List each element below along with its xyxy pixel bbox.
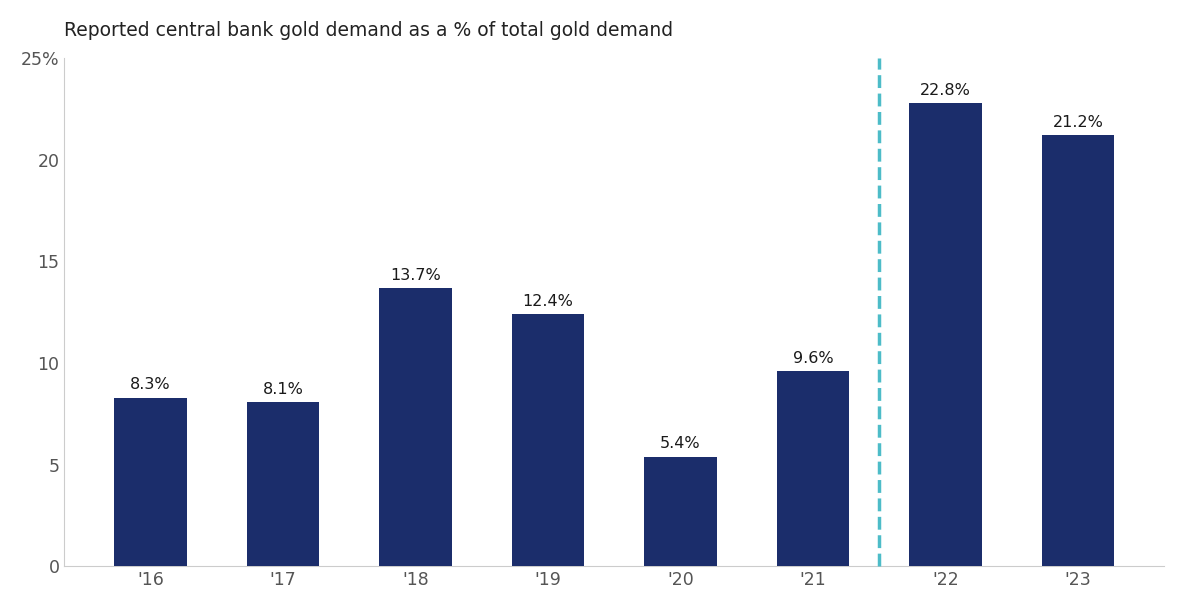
Text: 8.3%: 8.3% (130, 378, 171, 392)
Bar (114, 398, 187, 566)
Bar (909, 102, 982, 566)
Text: 8.1%: 8.1% (263, 381, 303, 396)
Text: 5.4%: 5.4% (660, 436, 700, 451)
Text: 9.6%: 9.6% (793, 351, 833, 366)
Text: Reported central bank gold demand as a % of total gold demand: Reported central bank gold demand as a %… (64, 21, 673, 40)
Text: 22.8%: 22.8% (920, 83, 971, 98)
Bar (512, 314, 584, 566)
Bar (645, 456, 717, 566)
Bar (1042, 135, 1114, 566)
Text: 21.2%: 21.2% (1052, 115, 1103, 130)
Bar (379, 288, 451, 566)
Text: 12.4%: 12.4% (523, 294, 574, 309)
Text: 13.7%: 13.7% (390, 268, 441, 282)
Bar (776, 371, 850, 566)
Bar (246, 401, 320, 566)
